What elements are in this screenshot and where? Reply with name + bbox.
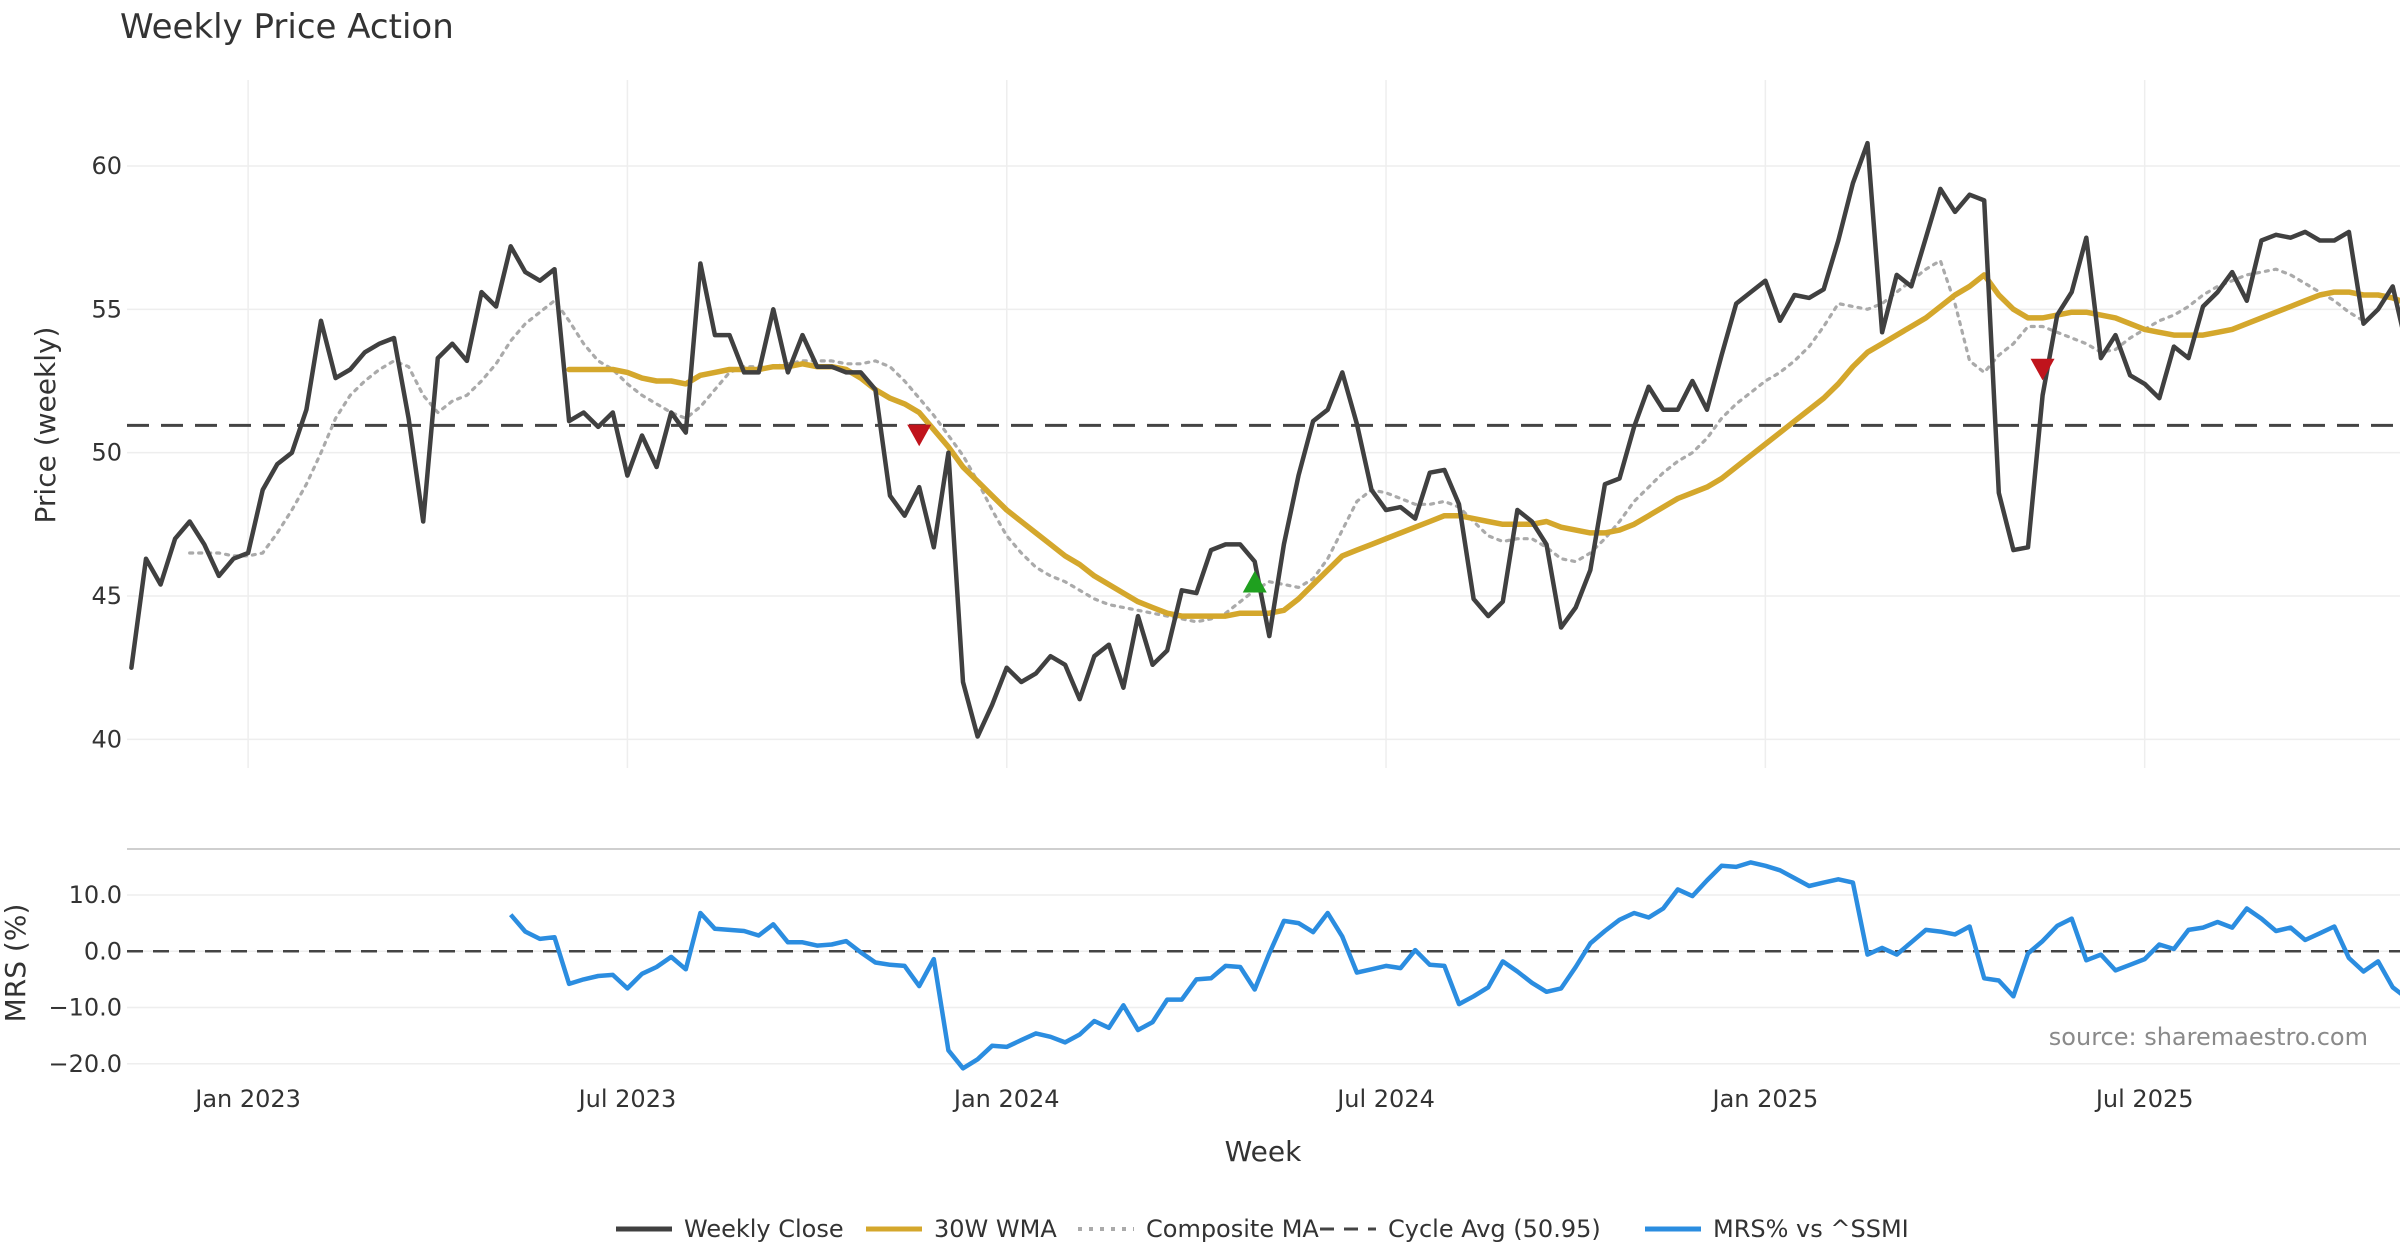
signal-markers (907, 358, 2055, 593)
price-series-group (129, 140, 2400, 739)
legend-label: Cycle Avg (50.95) (1388, 1215, 1601, 1243)
legend-label: Composite MA (1146, 1215, 1319, 1243)
legend-label: Weekly Close (684, 1215, 844, 1243)
weekly-close-line (129, 140, 2400, 739)
mrs-y-tick-labels: 10.0 0.0 −10.0 −20.0 (48, 881, 122, 1078)
price-y-tick-label: 45 (91, 582, 122, 610)
mrs-series-group (508, 860, 2400, 1071)
x-tick-label: Jan 2025 (1711, 1085, 1819, 1113)
x-tick-label: Jan 2023 (193, 1085, 301, 1113)
x-tick-label: Jul 2023 (577, 1085, 677, 1113)
price-y-tick-label: 60 (91, 152, 122, 180)
mrs-y-tick-label: 10.0 (69, 881, 122, 909)
x-tick-labels: Jan 2023 Jul 2023 Jan 2024 Jul 2024 Jan 2025… (193, 1085, 2193, 1113)
x-tick-label: Jan 2024 (952, 1085, 1060, 1113)
buy-signal-marker (1242, 570, 1267, 593)
mrs-line (508, 860, 2400, 1071)
30w-wma-line (566, 272, 2400, 619)
price-y-tick-label: 50 (91, 439, 122, 467)
x-tick-label: Jul 2025 (2094, 1085, 2194, 1113)
price-y-tick-labels: 40 45 50 55 60 (91, 152, 122, 753)
legend-label: 30W WMA (934, 1215, 1057, 1243)
price-y-axis-title: Price (weekly) (29, 327, 62, 524)
mrs-y-tick-label: −20.0 (48, 1050, 122, 1078)
mrs-y-tick-label: −10.0 (48, 994, 122, 1022)
x-tick-label: Jul 2024 (1335, 1085, 1435, 1113)
x-axis-title: Week (1225, 1135, 1302, 1168)
sell-signal-marker (2030, 358, 2055, 381)
chart-title: Weekly Price Action (120, 7, 454, 47)
price-y-tick-label: 55 (91, 295, 122, 323)
legend: Weekly Close 30W WMA Composite MA Cycle Avg… (616, 1215, 1909, 1243)
sell-signal-marker (907, 424, 932, 447)
mrs-y-tick-label: 0.0 (84, 937, 122, 965)
price-y-tick-label: 40 (91, 725, 122, 753)
mrs-y-axis-title: MRS (%) (0, 904, 32, 1023)
source-note: source: sharemaestro.com (2049, 1023, 2368, 1051)
legend-label: MRS% vs ^SSMI (1713, 1215, 1909, 1243)
